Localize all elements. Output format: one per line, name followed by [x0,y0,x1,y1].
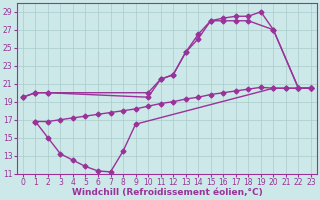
X-axis label: Windchill (Refroidissement éolien,°C): Windchill (Refroidissement éolien,°C) [72,188,262,197]
